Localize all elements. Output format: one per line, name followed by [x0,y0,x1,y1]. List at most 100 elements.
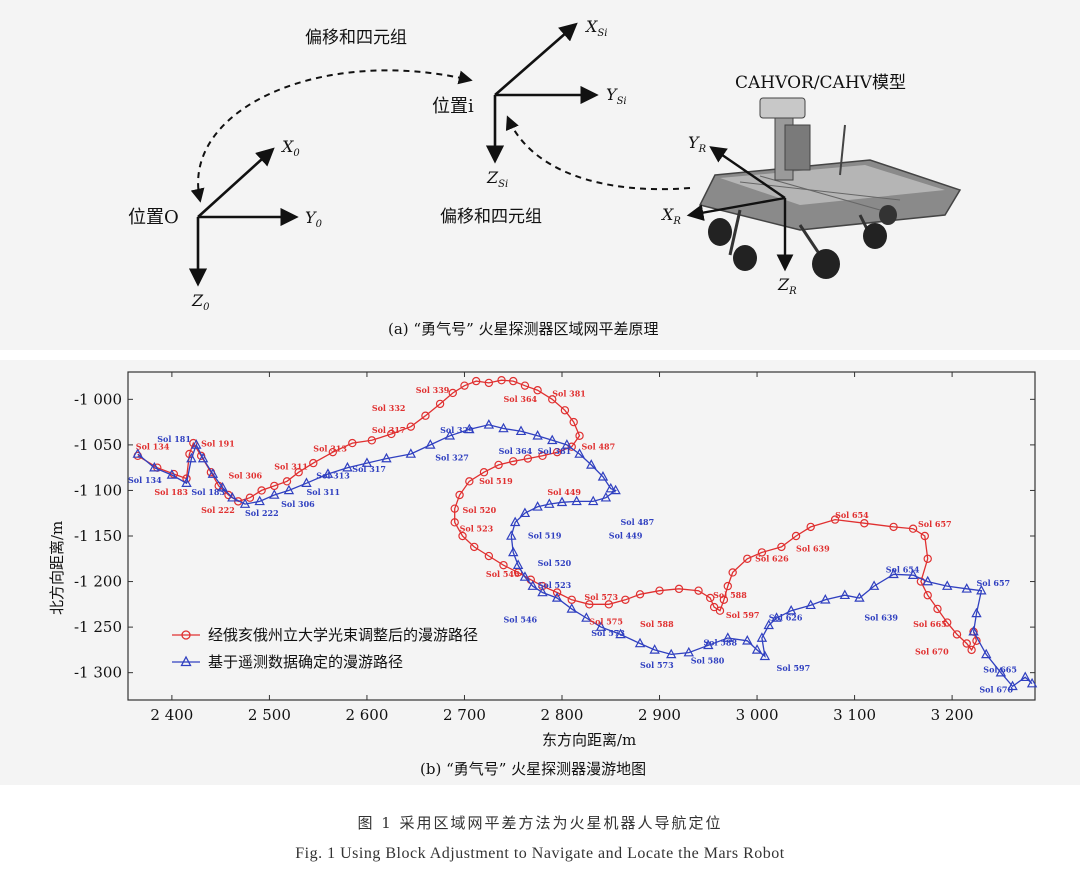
data-point [425,439,436,449]
data-point [655,586,664,595]
data-point [283,484,295,495]
sol-label: Sol 626 [769,613,803,623]
data-point [533,386,542,395]
data-point [254,495,265,506]
data-point [499,560,508,570]
axis-zr-label: ZR [777,275,797,297]
sol-label: Sol 181 [157,434,191,444]
frame-o [188,147,299,287]
sol-label: Sol 183 [191,487,225,497]
chart-axes: 2 400 2 500 2 600 2 700 2 800 2 900 3 000 3 100… [74,371,1036,724]
sol-label: Sol 329 [440,425,474,435]
sol-label: Sol 519 [479,476,513,486]
data-point [301,477,312,487]
data-point [777,542,786,552]
data-point [952,630,962,639]
sol-label: Sol 313 [313,443,347,453]
data-point [269,489,280,499]
sol-label: Sol 191 [201,439,235,449]
data-point [604,600,614,609]
x-tick-label: 2 700 [443,706,486,724]
data-point [1007,680,1018,691]
data-point [763,619,774,630]
sol-label: Sol 317 [352,464,386,474]
data-point [479,468,489,477]
data-point [387,429,396,439]
data-point [751,644,763,654]
data-point [742,635,753,645]
panel-a-diagram: 偏移和四元组 XSi YSi ZSi 位置i X0 Y0 Z0 位置O 偏移和四… [128,17,962,338]
sol-label: Sol 327 [435,452,469,462]
offset-curve-mid [505,115,691,191]
data-point [537,586,548,597]
label-position-o: 位置O [128,207,179,228]
data-point [785,604,797,615]
data-point [600,491,612,502]
data-point [943,618,952,627]
data-point [450,504,459,513]
data-point [497,376,506,385]
data-point [149,461,160,472]
data-point [967,645,976,655]
data-point [1026,677,1038,688]
sol-label: Sol 449 [547,487,581,497]
data-point [322,468,334,478]
data-point [547,434,558,445]
legend-marker [180,655,192,667]
data-point [942,580,953,590]
label-offset-mid: 偏移和四元组 [440,207,542,227]
data-point [450,518,459,527]
data-point [728,568,737,577]
sol-label: Sol 580 [691,656,725,666]
data-point [484,378,494,388]
data-point [854,592,865,602]
sol-label: Sol 657 [976,578,1010,588]
data-point [976,584,987,595]
data-point [585,600,594,609]
data-point [186,452,197,463]
data-point [538,451,547,461]
data-point [523,454,533,463]
sol-label: Sol 639 [796,543,830,553]
series-line [137,424,1033,688]
data-point [560,406,570,415]
data-point [597,471,609,481]
data-point [227,491,238,502]
data-point [759,650,771,661]
data-point [460,381,469,390]
data-point [294,468,303,477]
data-point [484,551,494,561]
data-point [405,448,417,458]
label-model: CAHVOR/CAHV模型 [735,73,906,93]
data-point [635,590,645,599]
y-axis-title: 北方向距离/m [48,521,66,615]
sol-label: Sol 313 [316,471,350,481]
sol-label: Sol 575 [589,616,623,626]
sol-label: Sol 573 [584,592,618,602]
data-point [519,571,531,581]
data-point [706,593,715,603]
label-position-i: 位置i [432,96,474,117]
data-point [561,439,573,449]
data-point [830,515,840,524]
x-tick-label: 3 000 [736,706,779,724]
data-point [981,648,992,659]
data-point [257,486,266,495]
panel-b-caption: (b) “勇气号” 火星探测器漫游地图 [420,760,646,778]
data-point [309,458,318,468]
sol-label: Sol 670 [915,646,949,656]
sol-label: Sol 523 [538,580,572,590]
data-point [868,580,880,590]
sol-label: Sol 487 [621,517,655,527]
data-point [694,586,703,595]
plot-frame [127,371,1036,701]
data-point [574,448,585,458]
sol-label: Sol 665 [913,619,947,629]
data-point [506,530,517,540]
sol-label: Sol 519 [528,531,562,541]
traverse-map-chart: 2 400 2 500 2 600 2 700 2 800 2 900 3 000 3 100… [48,371,1038,778]
chart-series [132,376,1038,691]
data-point [805,599,816,610]
data-point [509,457,518,466]
